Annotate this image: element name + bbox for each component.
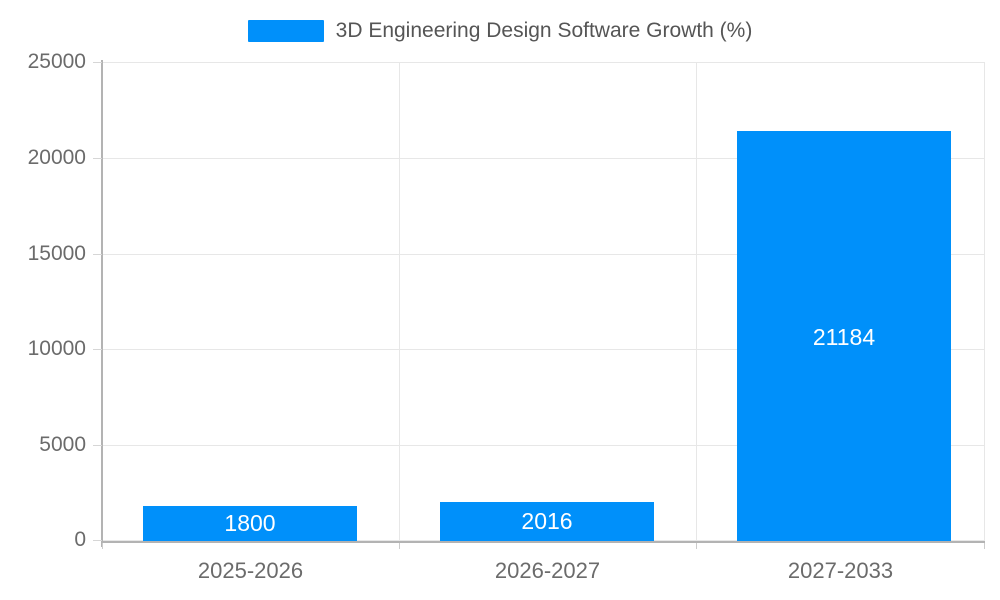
- y-axis-tick-text: 0: [74, 528, 86, 551]
- y-axis-tick-text: 10000: [27, 337, 86, 360]
- x-axis-line: [102, 541, 985, 543]
- x-tick-mark: [984, 543, 985, 549]
- bar-value-label: 1800: [224, 510, 276, 536]
- y-tick-mark: [93, 445, 102, 446]
- legend-item-label[interactable]: 3D Engineering Design Software Growth (%…: [335, 19, 753, 42]
- plot-right-border: [984, 62, 985, 541]
- y-axis-tick-text: 25000: [27, 50, 86, 73]
- bar-2027-2033[interactable]: 21184: [737, 131, 951, 541]
- y-tick-mark: [93, 158, 102, 159]
- gridline-10000: [102, 349, 985, 350]
- x-tick-mark: [696, 543, 697, 549]
- x-tick-mark: [102, 543, 103, 549]
- bar-2025-2026[interactable]: 1800: [143, 506, 357, 541]
- legend-color-swatch[interactable]: [247, 20, 324, 42]
- x-axis-tick-label-2026-2027: 2026-2027: [494, 558, 601, 583]
- x-tick-mark: [399, 543, 400, 549]
- x-axis-tick-label-2027-2033: 2027-2033: [787, 558, 894, 583]
- y-tick-mark: [93, 62, 102, 63]
- y-tick-mark: [93, 254, 102, 255]
- y-tick-mark: [93, 349, 102, 350]
- x-axis-tick-label-2025-2026: 2025-2026: [197, 558, 304, 583]
- gridline-15000: [102, 254, 985, 255]
- plot-area: 1800 2016 21184: [102, 62, 985, 541]
- chart-legend: 3D Engineering Design Software Growth (%…: [0, 16, 1000, 46]
- y-axis-tick-text: 20000: [27, 146, 86, 169]
- bar-value-label: 2016: [521, 508, 573, 534]
- y-axis-line: [101, 60, 103, 547]
- gridline-5000: [102, 445, 985, 446]
- bar-value-label: 21184: [812, 324, 876, 350]
- bar-2026-2027[interactable]: 2016: [440, 502, 654, 541]
- category-separator-1: [399, 62, 400, 541]
- gridline-20000: [102, 158, 985, 159]
- gridline-25000: [102, 62, 985, 63]
- y-tick-mark: [93, 540, 102, 541]
- y-axis-tick-text: 5000: [39, 433, 86, 456]
- y-axis-tick-text: 15000: [27, 242, 86, 265]
- category-separator-2: [696, 62, 697, 541]
